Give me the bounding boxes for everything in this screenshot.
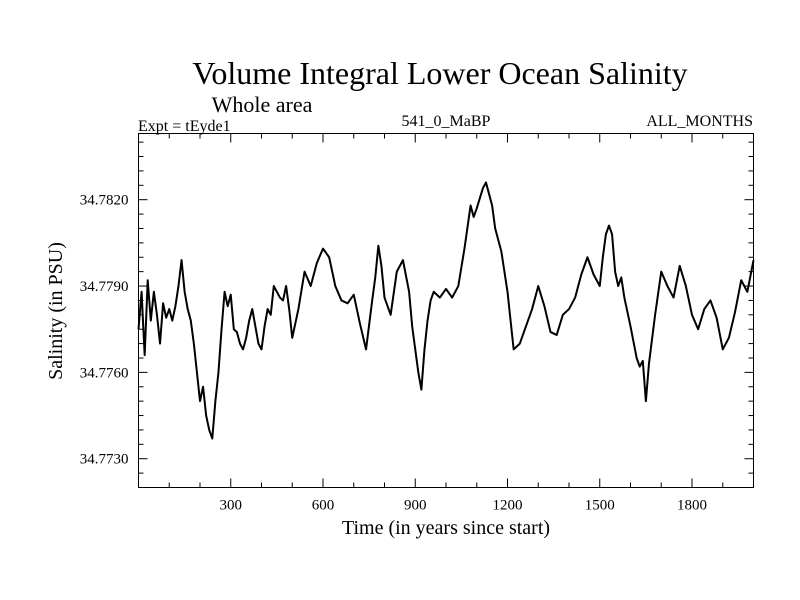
plot-frame (138, 133, 754, 488)
x-axis-label: Time (in years since start) (342, 517, 550, 539)
y-tick-label: 34.7820 (80, 193, 129, 209)
chart-title: Volume Integral Lower Ocean Salinity (192, 55, 687, 91)
y-tick-label: 34.7760 (80, 365, 129, 381)
period-label: 541_0_MaBP (402, 113, 491, 130)
x-axis: 300 600 900 1200 1500 1800 (168, 133, 724, 514)
x-tick-label: 1800 (677, 498, 707, 514)
x-tick-label: 1500 (585, 498, 615, 514)
x-tick-label: 300 (220, 498, 243, 514)
x-tick-label: 900 (404, 498, 427, 514)
y-axis: 34.7730 34.7760 34.7790 34.7820 (80, 141, 754, 488)
series-layer (137, 181, 755, 440)
x-tick-label: 1200 (493, 498, 523, 514)
experiment-label: Expt = tEyde1 (138, 118, 231, 135)
series-line-salinity (137, 181, 755, 440)
y-tick-label: 34.7730 (80, 452, 129, 468)
y-axis-label: Salinity (in PSU) (45, 242, 67, 380)
y-tick-label: 34.7790 (80, 279, 129, 295)
x-tick-label: 600 (312, 498, 335, 514)
months-label: ALL_MONTHS (646, 113, 753, 130)
chart-subtitle: Whole area (212, 92, 313, 117)
